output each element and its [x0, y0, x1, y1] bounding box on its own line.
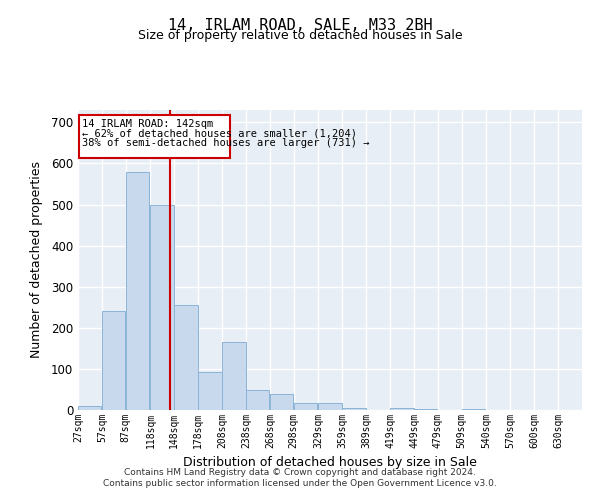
Bar — [198, 372, 222, 410]
Text: Contains HM Land Registry data © Crown copyright and database right 2024.
Contai: Contains HM Land Registry data © Crown c… — [103, 468, 497, 487]
X-axis label: Distribution of detached houses by size in Sale: Distribution of detached houses by size … — [183, 456, 477, 469]
Y-axis label: Number of detached properties: Number of detached properties — [29, 162, 43, 358]
Bar — [175, 305, 198, 410]
Bar — [319, 402, 342, 410]
Text: 14, IRLAM ROAD, SALE, M33 2BH: 14, IRLAM ROAD, SALE, M33 2BH — [167, 18, 433, 32]
Bar — [222, 342, 245, 410]
Bar — [78, 406, 101, 410]
Text: Size of property relative to detached houses in Sale: Size of property relative to detached ho… — [137, 29, 463, 42]
Bar — [270, 394, 293, 410]
Bar — [414, 409, 437, 410]
Bar — [462, 409, 485, 410]
Bar — [246, 390, 269, 410]
FancyBboxPatch shape — [79, 115, 230, 158]
Bar — [390, 408, 413, 410]
Text: 38% of semi-detached houses are larger (731) →: 38% of semi-detached houses are larger (… — [82, 138, 370, 148]
Bar — [102, 312, 125, 410]
Bar — [126, 172, 149, 410]
Text: 14 IRLAM ROAD: 142sqm: 14 IRLAM ROAD: 142sqm — [82, 119, 213, 129]
Bar — [343, 408, 366, 410]
Text: ← 62% of detached houses are smaller (1,204): ← 62% of detached houses are smaller (1,… — [82, 128, 357, 138]
Bar — [294, 402, 317, 410]
Bar — [151, 204, 174, 410]
